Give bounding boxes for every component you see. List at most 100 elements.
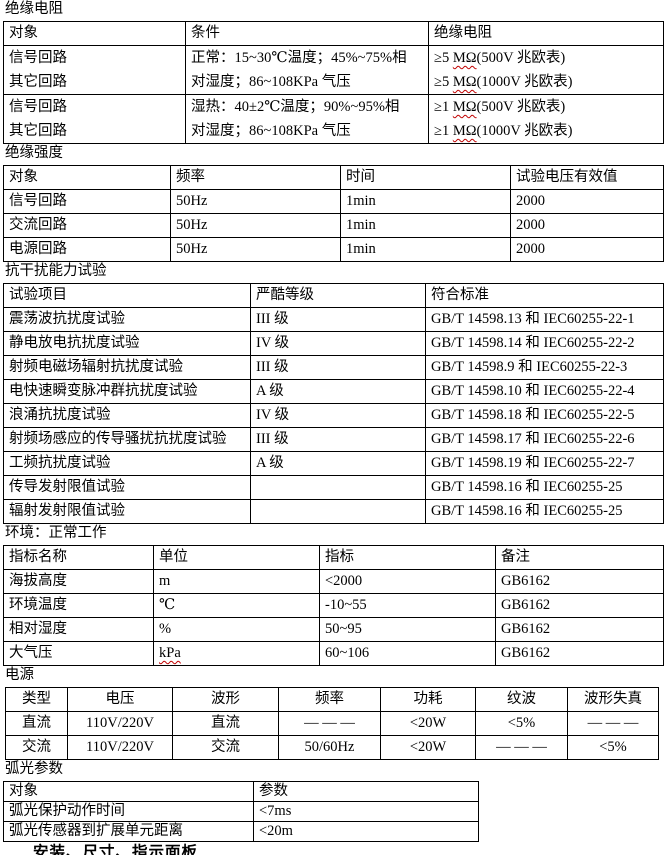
cell: 2000 <box>510 213 664 238</box>
cell: 1min <box>340 189 511 214</box>
table-row: 直流 110V/220V 直流 — — — <20W <5% — — — <box>5 711 659 736</box>
misspell-underline: MΩ <box>452 74 477 90</box>
arc-parameters-table: 对象 参数 弧光保护动作时间 <7ms 弧光传感器到扩展单元距离 <20m <box>3 781 479 842</box>
section-title-insulation-resistance: 绝缘电阻 <box>5 1 63 17</box>
cell: — — — <box>278 711 381 736</box>
cell: GB/T 14598.10 和 IEC60255-22-4 <box>425 379 664 404</box>
column-header: 频率 <box>278 687 381 712</box>
cell: 电快速瞬变脉冲群抗扰度试验 <box>3 379 251 404</box>
section-title-arc-parameters: 弧光参数 <box>5 761 63 777</box>
column-header: 功耗 <box>380 687 476 712</box>
cell-line: 湿热：40±2℃温度；90%~95%相 <box>191 99 400 115</box>
table-row: 相对湿度 % 50~95 GB6162 <box>3 617 664 642</box>
misspell-underline: kPa <box>159 645 181 661</box>
table-row: 电快速瞬变脉冲群抗扰度试验 A 级 GB/T 14598.10 和 IEC602… <box>3 379 664 404</box>
cell: 交流 <box>172 735 279 760</box>
insulation-strength-table: 对象 频率 时间 试验电压有效值 信号回路 50Hz 1min 2000 交流回… <box>3 165 664 262</box>
cell: <20W <box>380 711 476 736</box>
column-header: 备注 <box>495 545 664 570</box>
column-header: 频率 <box>170 165 341 190</box>
column-header: 符合标准 <box>425 283 664 308</box>
cell: IV 级 <box>250 331 426 356</box>
cell: 2000 <box>510 237 664 262</box>
cell: 50Hz <box>170 237 341 262</box>
cell: 工频抗扰度试验 <box>3 451 251 476</box>
table-header-row: 对象 参数 <box>3 781 479 802</box>
cell: 电源回路 <box>3 237 171 262</box>
cell-line: ≥1 MΩ(1000V 兆欧表) <box>434 123 573 139</box>
cell: kPa <box>153 641 320 666</box>
cell: 信号回路 其它回路 <box>3 45 186 95</box>
table-row: 交流回路 50Hz 1min 2000 <box>3 213 664 238</box>
table-header-row: 对象 频率 时间 试验电压有效值 <box>3 165 664 190</box>
column-header: 严酷等级 <box>250 283 426 308</box>
cell: 正常：15~30℃温度；45%~75%相 对湿度；86~108KPa 气压 <box>185 45 429 95</box>
column-header: 参数 <box>253 781 479 802</box>
cell: GB/T 14598.14 和 IEC60255-22-2 <box>425 331 664 356</box>
table-row: 弧光保护动作时间 <7ms <box>3 801 479 822</box>
cell: ≥1 MΩ(500V 兆欧表) ≥1 MΩ(1000V 兆欧表) <box>428 94 664 144</box>
table-row: 海拔高度 m <2000 GB6162 <box>3 569 664 594</box>
cell: GB/T 14598.16 和 IEC60255-25 <box>425 475 664 500</box>
cell: 60~106 <box>319 641 496 666</box>
table-row: 辐射发射限值试验 GB/T 14598.16 和 IEC60255-25 <box>3 499 664 524</box>
cell: GB/T 14598.9 和 IEC60255-22-3 <box>425 355 664 380</box>
cell-line: ≥5 MΩ(1000V 兆欧表) <box>434 74 573 90</box>
misspell-underline: MΩ <box>452 50 477 66</box>
cell: 1min <box>340 237 511 262</box>
section-title-power-supply: 电源 <box>5 667 34 683</box>
cell: 环境温度 <box>3 593 154 618</box>
cell: <5% <box>475 711 568 736</box>
cell: 50/60Hz <box>278 735 381 760</box>
section-title-environment: 环境：正常工作 <box>5 525 107 541</box>
cell: -10~55 <box>319 593 496 618</box>
cell: 信号回路 <box>3 189 171 214</box>
cell: 相对湿度 <box>3 617 154 642</box>
cell-line: 对湿度；86~108KPa 气压 <box>191 123 351 139</box>
cell: 50Hz <box>170 213 341 238</box>
cell: <20W <box>380 735 476 760</box>
cell: GB/T 14598.19 和 IEC60255-22-7 <box>425 451 664 476</box>
table-header-row: 试验项目 严酷等级 符合标准 <box>3 283 664 308</box>
cell: — — — <box>475 735 568 760</box>
column-header: 波形失真 <box>567 687 659 712</box>
cell: 大气压 <box>3 641 154 666</box>
cell: 1min <box>340 213 511 238</box>
cell <box>250 499 426 524</box>
column-header: 对象 <box>3 21 186 46</box>
cell: 交流 <box>5 735 68 760</box>
cell: III 级 <box>250 355 426 380</box>
cell-line: 信号回路 <box>9 99 67 115</box>
table-row: 交流 110V/220V 交流 50/60Hz <20W — — — <5% <box>5 735 659 760</box>
cell: 50Hz <box>170 189 341 214</box>
column-header: 指标名称 <box>3 545 154 570</box>
cell: ≥5 MΩ(500V 兆欧表) ≥5 MΩ(1000V 兆欧表) <box>428 45 664 95</box>
emc-tests-table: 试验项目 严酷等级 符合标准 震荡波抗扰度试验 III 级 GB/T 14598… <box>3 283 664 524</box>
cell: <20m <box>253 821 479 842</box>
column-header: 纹波 <box>475 687 568 712</box>
cell: GB6162 <box>495 641 664 666</box>
cell: GB6162 <box>495 593 664 618</box>
column-header: 指标 <box>319 545 496 570</box>
cell: GB6162 <box>495 617 664 642</box>
cell-line: ≥1 MΩ(500V 兆欧表) <box>434 99 566 115</box>
cell: 海拔高度 <box>3 569 154 594</box>
section-title-insulation-strength: 绝缘强度 <box>5 145 63 161</box>
table-row: 射频场感应的传导骚扰抗扰度试验 III 级 GB/T 14598.17 和 IE… <box>3 427 664 452</box>
cell: A 级 <box>250 451 426 476</box>
cell: <5% <box>567 735 659 760</box>
cell: IV 级 <box>250 403 426 428</box>
cell: III 级 <box>250 427 426 452</box>
table-row: 电源回路 50Hz 1min 2000 <box>3 237 664 262</box>
table-row: 浪涌抗扰度试验 IV 级 GB/T 14598.18 和 IEC60255-22… <box>3 403 664 428</box>
cell: GB/T 14598.13 和 IEC60255-22-1 <box>425 307 664 332</box>
cell: 50~95 <box>319 617 496 642</box>
cell: 弧光保护动作时间 <box>3 801 254 822</box>
cell: 直流 <box>172 711 279 736</box>
cell-line: 对湿度；86~108KPa 气压 <box>191 74 351 90</box>
cell: 传导发射限值试验 <box>3 475 251 500</box>
cell: 震荡波抗扰度试验 <box>3 307 251 332</box>
power-supply-table: 类型 电压 波形 频率 功耗 纹波 波形失真 直流 110V/220V 直流 —… <box>5 687 659 760</box>
table-row: 工频抗扰度试验 A 级 GB/T 14598.19 和 IEC60255-22-… <box>3 451 664 476</box>
cell <box>250 475 426 500</box>
